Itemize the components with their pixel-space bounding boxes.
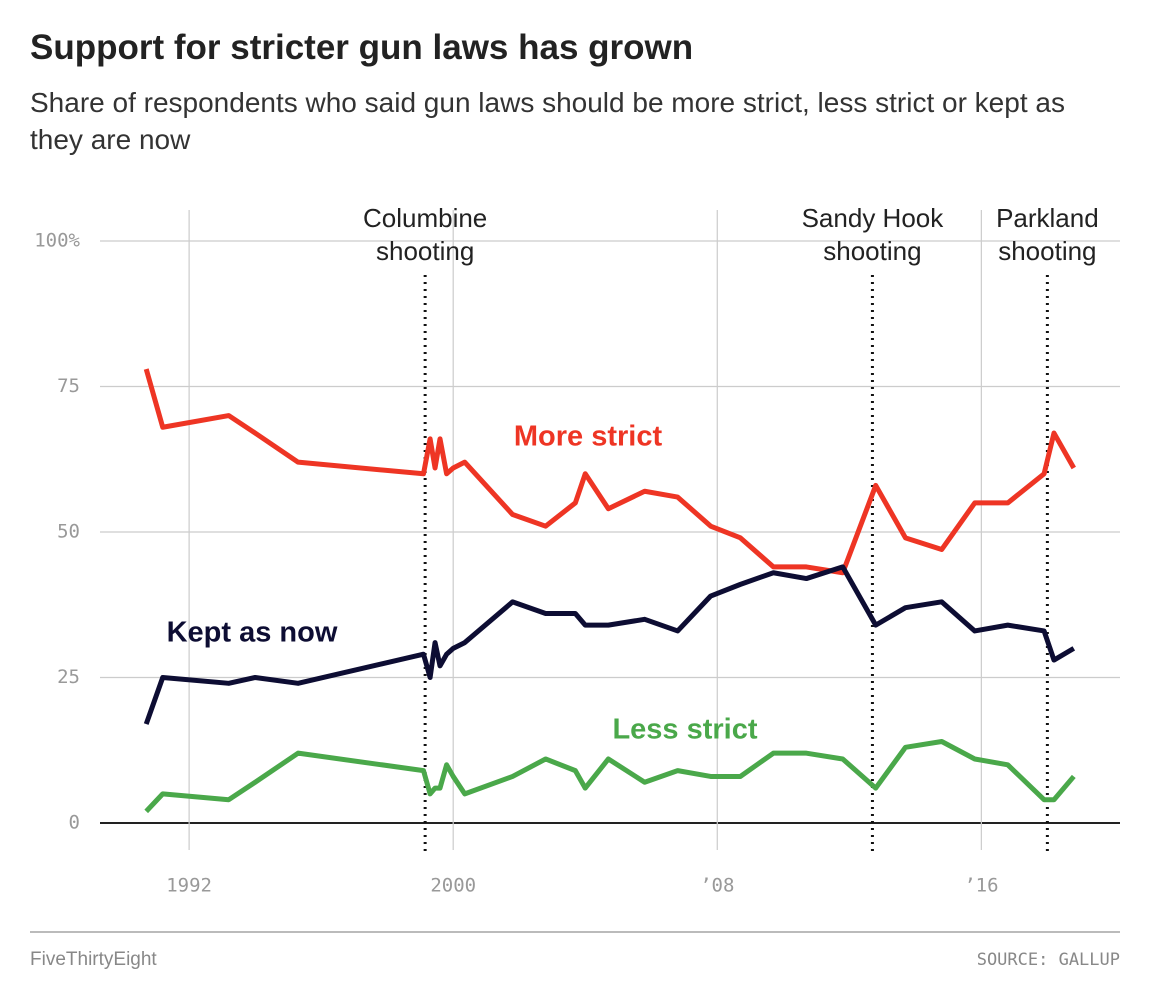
event-label: shooting: [998, 236, 1096, 266]
x-tick-label: ’16: [964, 875, 998, 897]
series-label: More strict: [514, 421, 663, 453]
event-label: Columbine: [363, 203, 487, 233]
event-label: Sandy Hook: [802, 203, 945, 233]
x-tick-label: ’08: [700, 875, 734, 897]
x-tick-label: 2000: [430, 875, 476, 897]
chart-subtitle: Share of respondents who said gun laws s…: [30, 87, 1065, 155]
event-label: Parkland: [996, 203, 1099, 233]
event-label: shooting: [376, 236, 474, 266]
y-tick-label: 100%: [34, 230, 80, 252]
event-label: shooting: [823, 236, 921, 266]
x-tick-label: 1992: [166, 875, 212, 897]
chart-title: Support for stricter gun laws has grown: [30, 28, 694, 67]
y-tick-label: 75: [57, 375, 80, 397]
series-label: Kept as now: [167, 617, 338, 649]
brand: FiveThirtyEight: [30, 949, 157, 970]
series-line: [144, 739, 1076, 814]
y-tick-label: 25: [57, 666, 80, 688]
series-line: [143, 368, 1076, 576]
series-line: [143, 564, 1076, 725]
source: SOURCE: GALLUP: [977, 950, 1120, 970]
y-tick-label: 50: [57, 521, 80, 543]
y-tick-label: 0: [69, 812, 80, 834]
series-label: Less strict: [612, 714, 757, 746]
